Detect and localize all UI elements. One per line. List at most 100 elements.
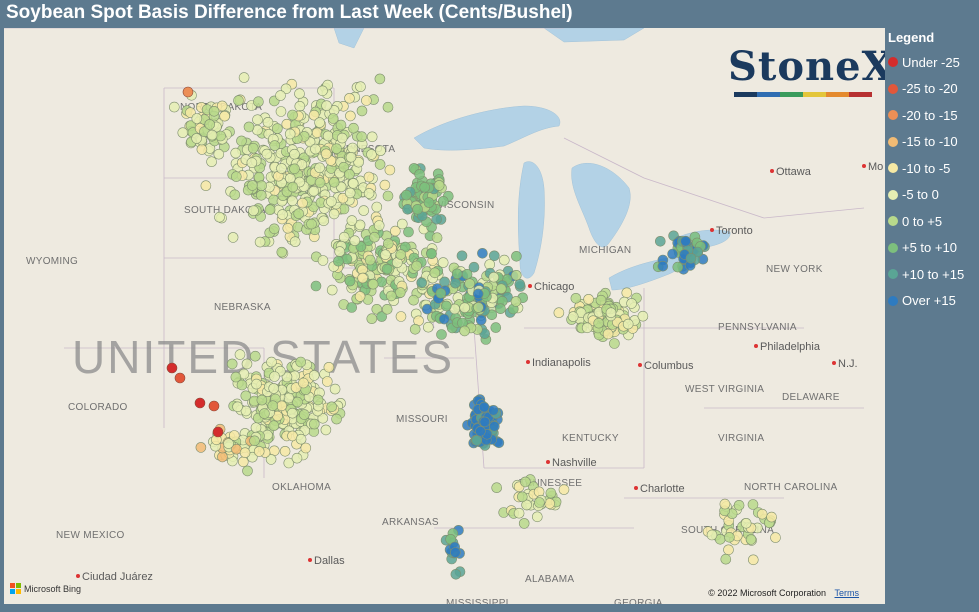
location-marker[interactable] xyxy=(479,416,491,428)
location-marker[interactable] xyxy=(287,407,298,419)
location-marker[interactable] xyxy=(363,171,375,183)
location-marker[interactable] xyxy=(723,544,734,556)
location-marker[interactable] xyxy=(246,157,258,168)
location-marker[interactable] xyxy=(348,122,359,134)
location-marker[interactable] xyxy=(345,110,356,122)
location-marker[interactable] xyxy=(208,400,220,412)
location-marker[interactable] xyxy=(385,290,397,302)
location-marker[interactable] xyxy=(336,132,348,144)
location-marker[interactable] xyxy=(250,350,261,362)
location-marker[interactable] xyxy=(287,109,298,121)
location-marker[interactable] xyxy=(327,113,339,124)
location-marker[interactable] xyxy=(249,435,260,447)
location-marker[interactable] xyxy=(241,358,253,370)
location-marker[interactable] xyxy=(204,119,215,130)
location-marker[interactable] xyxy=(310,280,322,292)
location-marker[interactable] xyxy=(384,164,396,176)
location-marker[interactable] xyxy=(232,401,243,413)
location-marker[interactable] xyxy=(720,553,732,565)
location-marker[interactable] xyxy=(657,260,669,272)
location-marker[interactable] xyxy=(266,356,277,368)
location-marker[interactable] xyxy=(219,110,230,122)
location-marker[interactable] xyxy=(344,169,355,180)
location-marker[interactable] xyxy=(416,277,428,289)
location-marker[interactable] xyxy=(275,106,287,117)
location-marker[interactable] xyxy=(308,370,320,381)
location-marker[interactable] xyxy=(256,394,268,406)
location-marker[interactable] xyxy=(473,302,484,313)
location-marker[interactable] xyxy=(511,251,522,262)
location-marker[interactable] xyxy=(262,117,274,128)
location-marker[interactable] xyxy=(412,204,423,215)
location-marker[interactable] xyxy=(308,109,320,121)
location-marker[interactable] xyxy=(534,497,545,508)
location-marker[interactable] xyxy=(456,250,468,262)
location-marker[interactable] xyxy=(354,219,366,231)
location-marker[interactable] xyxy=(440,300,452,312)
location-marker[interactable] xyxy=(269,140,281,151)
location-marker[interactable] xyxy=(408,294,419,306)
location-marker[interactable] xyxy=(331,143,342,154)
location-marker[interactable] xyxy=(279,445,291,457)
location-marker[interactable] xyxy=(230,371,242,383)
location-marker[interactable] xyxy=(295,356,307,368)
location-marker[interactable] xyxy=(287,195,298,207)
location-marker[interactable] xyxy=(371,201,383,213)
location-marker[interactable] xyxy=(654,236,666,247)
location-marker[interactable] xyxy=(396,218,408,230)
location-marker[interactable] xyxy=(510,296,522,307)
location-marker[interactable] xyxy=(667,248,678,260)
location-marker[interactable] xyxy=(545,487,557,499)
legend-item[interactable]: -5 to 0 xyxy=(888,182,979,209)
legend-item[interactable]: Over +15 xyxy=(888,288,979,315)
location-marker[interactable] xyxy=(234,349,246,360)
location-marker[interactable] xyxy=(229,189,241,201)
location-marker[interactable] xyxy=(194,397,206,409)
location-marker[interactable] xyxy=(403,226,414,238)
location-marker[interactable] xyxy=(191,133,202,144)
location-marker[interactable] xyxy=(680,235,691,247)
location-marker[interactable] xyxy=(356,131,368,142)
location-marker[interactable] xyxy=(355,81,366,93)
location-marker[interactable] xyxy=(495,303,506,315)
location-marker[interactable] xyxy=(268,383,280,394)
location-marker[interactable] xyxy=(521,499,532,511)
location-marker[interactable] xyxy=(374,73,386,85)
location-marker[interactable] xyxy=(238,72,250,83)
location-marker[interactable] xyxy=(609,338,620,349)
location-marker[interactable] xyxy=(366,131,378,143)
location-marker[interactable] xyxy=(379,179,391,191)
location-marker[interactable] xyxy=(570,292,582,304)
location-marker[interactable] xyxy=(255,190,267,201)
location-marker[interactable] xyxy=(426,248,437,259)
location-marker[interactable] xyxy=(344,187,356,199)
location-marker[interactable] xyxy=(621,287,633,299)
location-marker[interactable] xyxy=(756,508,768,520)
location-marker[interactable] xyxy=(216,100,228,112)
location-marker[interactable] xyxy=(338,231,350,243)
location-marker[interactable] xyxy=(239,447,251,459)
location-marker[interactable] xyxy=(747,554,759,566)
legend-item[interactable]: -20 to -15 xyxy=(888,102,979,129)
location-marker[interactable] xyxy=(381,303,393,315)
location-marker[interactable] xyxy=(471,435,483,446)
location-marker[interactable] xyxy=(320,424,332,436)
legend-item[interactable]: +5 to +10 xyxy=(888,235,979,262)
location-marker[interactable] xyxy=(227,232,239,243)
location-marker[interactable] xyxy=(344,275,356,287)
location-marker[interactable] xyxy=(367,278,379,290)
location-marker[interactable] xyxy=(450,277,461,289)
location-marker[interactable] xyxy=(321,100,332,111)
location-marker[interactable] xyxy=(267,400,279,412)
location-marker[interactable] xyxy=(451,268,463,280)
location-marker[interactable] xyxy=(510,270,522,281)
location-marker[interactable] xyxy=(248,205,259,216)
location-marker[interactable] xyxy=(488,250,500,262)
location-marker[interactable] xyxy=(593,317,605,329)
location-marker[interactable] xyxy=(238,456,249,468)
location-marker[interactable] xyxy=(438,313,450,325)
location-marker[interactable] xyxy=(382,238,394,249)
location-marker[interactable] xyxy=(231,171,242,182)
location-marker[interactable] xyxy=(733,499,745,511)
